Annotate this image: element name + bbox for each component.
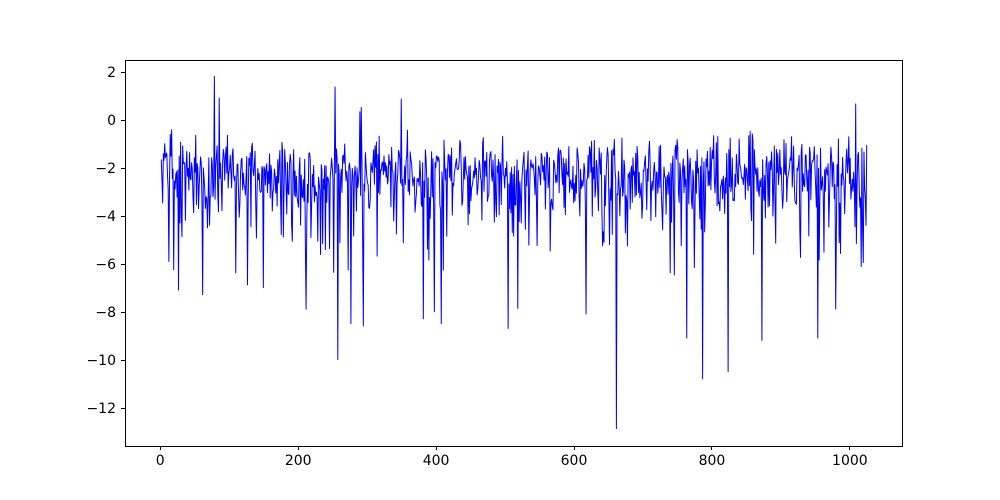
- y-tick-label: −2: [95, 160, 116, 177]
- y-tick-mark: [121, 408, 125, 410]
- x-tick-label: 600: [560, 453, 588, 469]
- x-tick-label: 400: [422, 453, 450, 469]
- y-tick-mark: [121, 120, 125, 122]
- signal-line-chart: [160, 75, 868, 429]
- x-tick-label: 1000: [832, 453, 868, 469]
- x-tick-mark: [159, 446, 161, 450]
- y-tick-mark: [121, 216, 125, 218]
- x-tick-mark: [297, 446, 299, 450]
- y-tick-label: −6: [95, 256, 116, 273]
- y-tick-label: 0: [107, 112, 116, 129]
- y-tick-mark: [121, 360, 125, 362]
- y-tick-label: −12: [86, 400, 116, 417]
- x-tick-mark: [435, 446, 437, 450]
- y-tick-label: −10: [86, 352, 116, 369]
- y-tick-mark: [121, 72, 125, 74]
- y-tick-mark: [121, 264, 125, 266]
- y-tick-mark: [121, 168, 125, 170]
- plot-area: [125, 60, 903, 447]
- y-tick-label: 2: [107, 64, 116, 81]
- x-tick-mark: [849, 446, 851, 450]
- x-tick-mark: [711, 446, 713, 450]
- y-tick-mark: [121, 312, 125, 314]
- x-tick-label: 0: [155, 453, 165, 469]
- signal-line: [160, 75, 868, 429]
- y-tick-label: −4: [95, 208, 116, 225]
- x-tick-label: 200: [284, 453, 312, 469]
- x-tick-label: 800: [698, 453, 726, 469]
- y-tick-label: −8: [95, 304, 116, 321]
- x-tick-mark: [573, 446, 575, 450]
